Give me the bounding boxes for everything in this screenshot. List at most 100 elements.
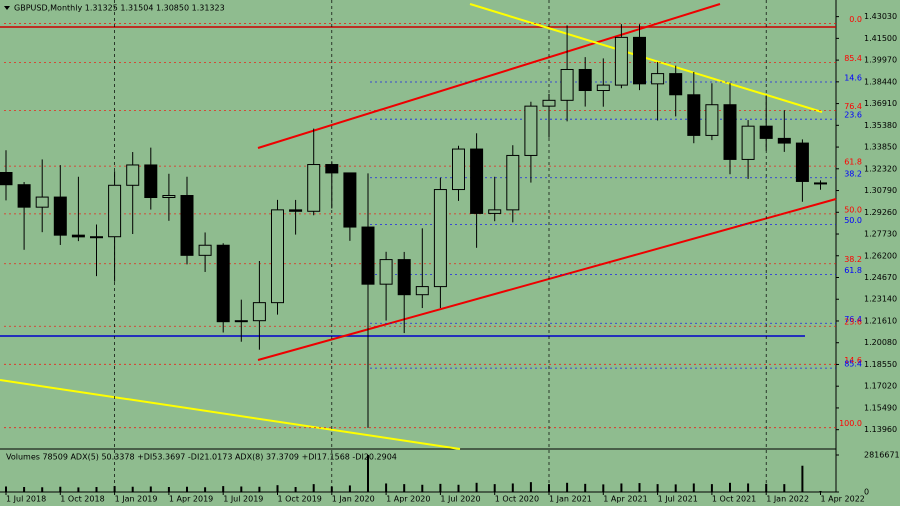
y-tick-label: 1.43030 (864, 12, 897, 21)
candle-body (651, 73, 665, 85)
candle-body (252, 302, 266, 322)
trend-line-yellow-low (0, 379, 461, 450)
y-tick-label: 1.36910 (864, 99, 897, 108)
indicator-label: Volumes 78509 ADX(5) 50.3378 +DI53.3697 … (6, 453, 397, 462)
y-tick-label: 1.29260 (864, 208, 897, 217)
fib-level-label: 23.6 (844, 111, 862, 120)
fib-level-label: 14.6 (844, 356, 862, 365)
x-tick-label: 1 Jan 2022 (766, 495, 809, 504)
x-tick-label: 1 Apr 2019 (169, 495, 213, 504)
candle-body (17, 184, 31, 208)
candle-body (90, 236, 103, 239)
x-tick-label: 1 Jan 2021 (549, 495, 592, 504)
candle-body (71, 234, 85, 238)
candle-body (795, 142, 809, 182)
candle-body (307, 164, 321, 212)
candle-body (814, 182, 827, 185)
x-tick-label: 1 Jul 2021 (658, 495, 698, 504)
candle-body (705, 104, 719, 136)
candle-body (198, 244, 212, 256)
y-tick-label: 1.41500 (864, 34, 897, 43)
x-tick-label: 1 Apr 2020 (386, 495, 430, 504)
x-tick-label: 1 Apr 2022 (821, 495, 865, 504)
candle-body (433, 189, 447, 288)
chart-title: GBPUSD,Monthly 1.31325 1.31504 1.30850 1… (14, 4, 225, 13)
volume-tick-label: 0 (864, 488, 869, 497)
x-tick-label: 1 Oct 2021 (712, 495, 756, 504)
fib-level-label: 85.4 (844, 54, 862, 63)
x-tick-label: 1 Oct 2020 (495, 495, 539, 504)
y-tick-label: 1.27730 (864, 230, 897, 239)
candle-body (162, 195, 176, 199)
candle-body (578, 68, 592, 92)
fib-level-label: 38.2 (844, 169, 862, 178)
candle-body (741, 125, 755, 160)
fib-level-label: 23.6 (844, 318, 862, 327)
candle-body (325, 164, 339, 174)
candle-body (53, 196, 67, 236)
candle-body (759, 125, 773, 139)
candle-body (415, 286, 429, 296)
candle-body (361, 226, 375, 285)
channel-upper (257, 3, 721, 149)
fib-level-label: 61.8 (844, 266, 862, 275)
y-tick-label: 1.24670 (864, 273, 897, 282)
x-tick-label: 1 Oct 2018 (60, 495, 104, 504)
y-tick-label: 1.26200 (864, 251, 897, 260)
y-tick-label: 1.17020 (864, 382, 897, 391)
candle-body (470, 148, 484, 214)
y-tick-label: 1.18550 (864, 360, 897, 369)
candle-body (289, 209, 303, 212)
x-tick-label: 1 Apr 2021 (603, 495, 647, 504)
candle-body (216, 244, 230, 323)
candle-body (379, 259, 393, 285)
y-tick-label: 1.39970 (864, 56, 897, 65)
candle-body (633, 36, 646, 85)
y-tick-label: 1.23140 (864, 295, 897, 304)
candle-body (343, 172, 357, 228)
y-tick-label: 1.38440 (864, 77, 897, 86)
y-tick-label: 1.35380 (864, 121, 897, 130)
title-arrow (4, 6, 10, 10)
candle-body (777, 137, 791, 144)
candle-body (397, 259, 411, 296)
fib-level-label: 50.0 (844, 205, 862, 214)
candle-body (723, 104, 737, 160)
candle-body (126, 164, 140, 186)
candle-body (180, 195, 194, 256)
y-tick-label: 1.13960 (864, 425, 897, 434)
candle-body (596, 84, 610, 92)
x-tick-label: 1 Oct 2019 (278, 495, 322, 504)
fib-level-label: 0.0 (849, 15, 862, 24)
candle-body (0, 171, 13, 186)
x-tick-label: 1 Jul 2019 (223, 495, 263, 504)
candle-body (524, 105, 538, 156)
candle-body (669, 73, 683, 96)
candle-body (560, 68, 574, 101)
y-tick-label: 1.33850 (864, 143, 897, 152)
candle-body (108, 184, 122, 238)
y-tick-label: 1.15490 (864, 403, 897, 412)
candle-body (614, 36, 628, 86)
x-tick-label: 1 Jul 2020 (440, 495, 480, 504)
fib-level-label: 100.0 (839, 419, 862, 428)
y-tick-label: 1.20080 (864, 338, 897, 347)
fib-level-label: 50.0 (844, 216, 862, 225)
fib-level-label: 61.8 (844, 158, 862, 167)
y-tick-label: 1.32320 (864, 164, 897, 173)
fib-level-label: 14.6 (844, 73, 862, 82)
candle-body (452, 148, 465, 191)
candle-body (542, 99, 556, 107)
fib-level-label: 38.2 (844, 255, 862, 264)
x-tick-label: 1 Jan 2019 (115, 495, 158, 504)
candle-body (687, 94, 701, 136)
y-tick-label: 1.30790 (864, 186, 897, 195)
candle-body (488, 209, 502, 214)
candle-body (234, 320, 248, 323)
fib-level-label: 85.4 (844, 360, 862, 369)
candle-body (271, 209, 284, 304)
fib-level-label: 76.4 (844, 102, 862, 111)
volume-tick-label: 2816671 (864, 451, 900, 460)
